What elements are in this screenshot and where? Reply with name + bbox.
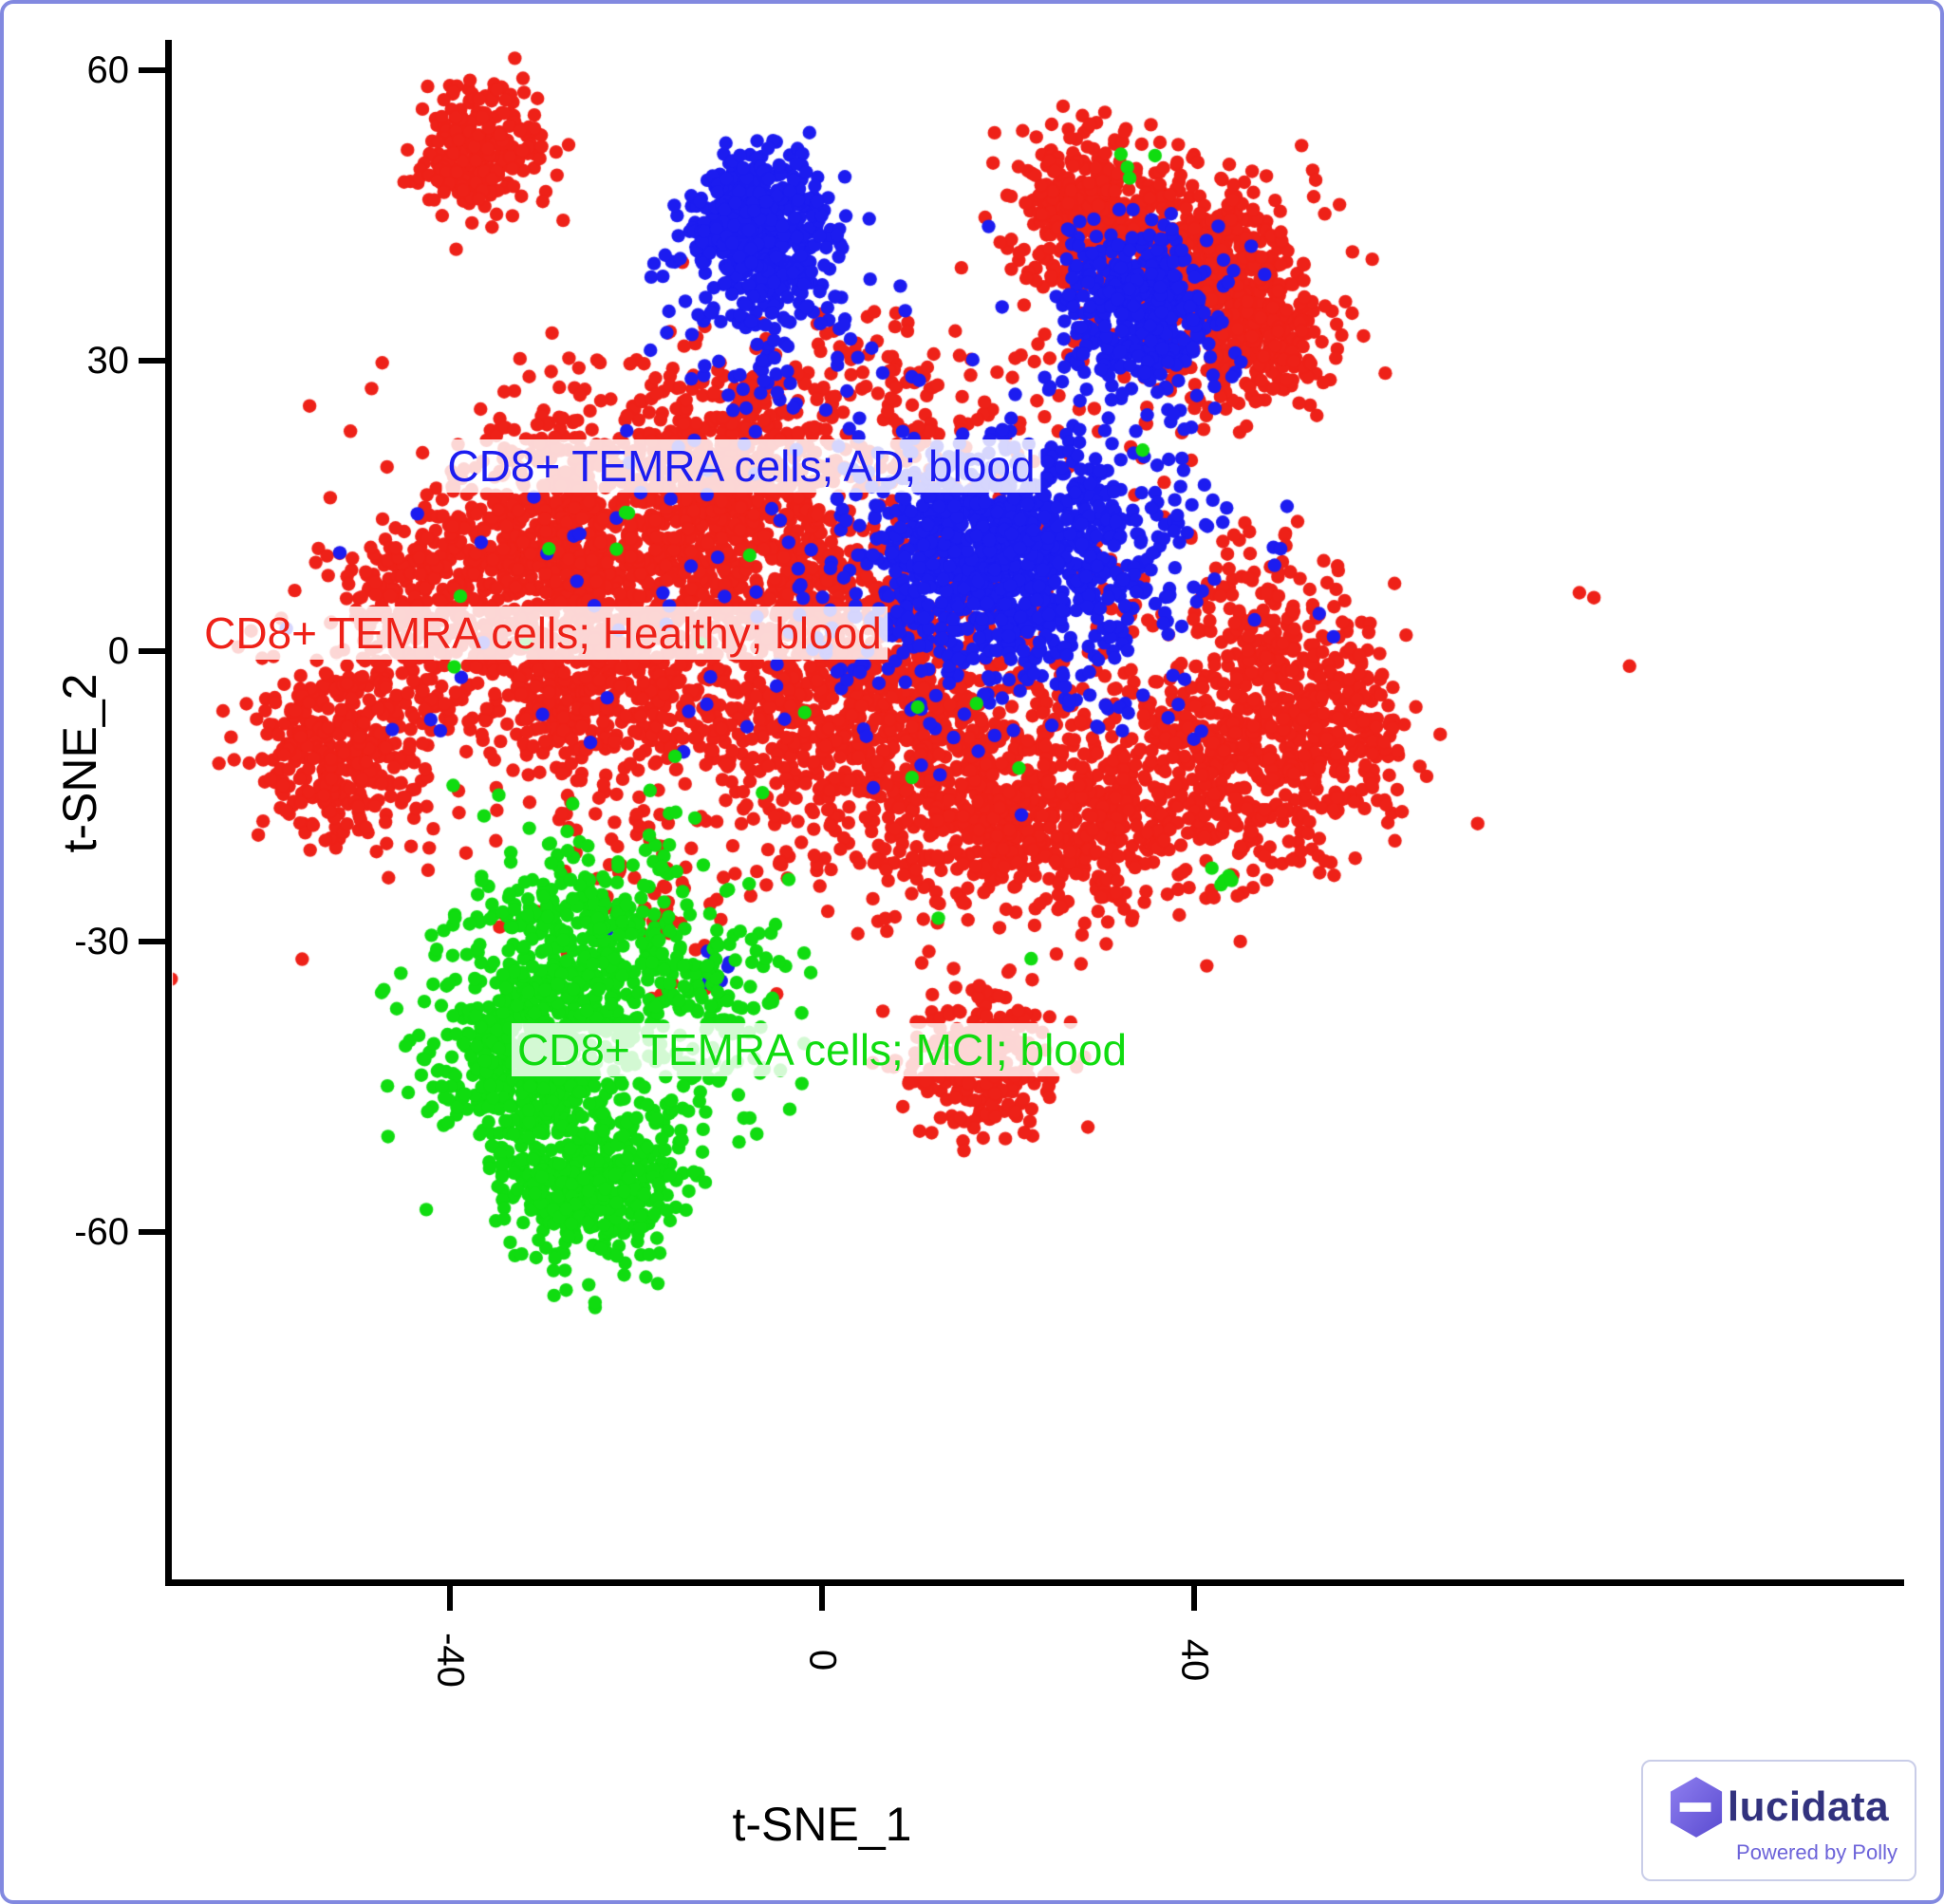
x-axis-line [165,1579,1904,1586]
cluster-label-ad: CD8+ TEMRA cells; AD; blood [441,439,1041,493]
y-tick-label: 30 [86,340,130,382]
y-tick-mark-n60 [139,1229,165,1235]
x-tick-label: 40 [1173,1638,1216,1682]
cluster-label-healthy: CD8+ TEMRA cells; Healthy; blood [198,607,888,660]
y-tick-label: -60 [74,1211,129,1253]
scatter-points-canvas [4,4,1940,1900]
x-tick-label: 0 [801,1649,844,1671]
y-tick-mark-30 [139,358,165,364]
y-tick-label: 60 [86,49,130,91]
x-tick-mark-n40 [447,1586,453,1611]
y-tick-mark-60 [139,67,165,73]
y-axis-title: t-SNE_2 [53,673,106,853]
x-axis-title: t-SNE_1 [732,1798,912,1851]
brand-wordmark: lucidata [1727,1783,1890,1830]
y-tick-mark-n30 [139,939,165,944]
y-tick-label: 0 [107,630,129,672]
elucidata-logo-row: lucidata [1669,1776,1890,1838]
brand-tagline: Powered by Polly [1736,1839,1897,1864]
x-tick-mark-40 [1191,1586,1197,1611]
x-tick-label: -40 [429,1633,472,1688]
x-tick-mark-0 [819,1586,825,1611]
cluster-label-mci: CD8+ TEMRA cells; MCI; blood [511,1023,1133,1076]
elucidata-logo-card[interactable]: lucidata Powered by Polly [1641,1760,1916,1881]
y-axis-line [165,40,172,1586]
y-tick-mark-0 [139,648,165,654]
y-tick-label: -30 [74,921,129,962]
elucidata-hexagon-icon [1670,1776,1722,1838]
